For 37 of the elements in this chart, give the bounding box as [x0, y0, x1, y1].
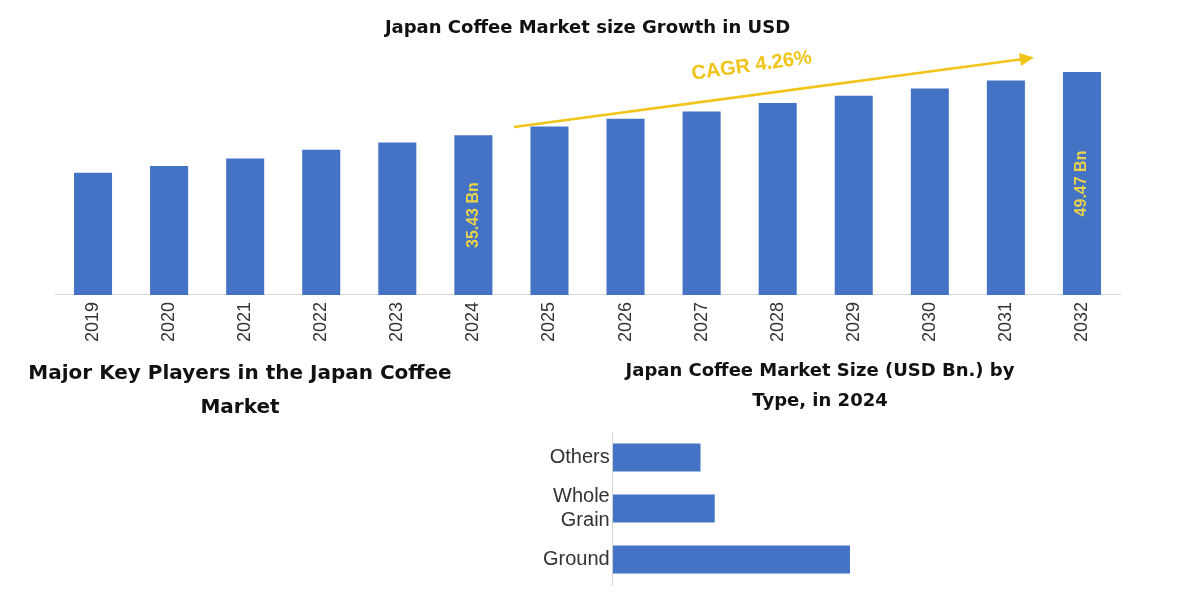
bar: [758, 102, 797, 295]
x-tick-label: 2028: [766, 301, 787, 342]
y-tick-label: Whole Grain: [553, 484, 610, 531]
chart-title: Japan Coffee Market size Growth in USD: [382, 16, 791, 38]
bar: [530, 126, 569, 295]
annotation: CAGR 4.26%: [690, 45, 814, 85]
x-tick-label: 2023: [386, 301, 407, 342]
x-tick-label: 2021: [234, 301, 255, 342]
x-tick-label: 2025: [538, 301, 559, 342]
x-tick-label: 2029: [842, 301, 863, 342]
bar: [150, 166, 189, 295]
bar: [454, 135, 493, 295]
bar: [834, 95, 873, 295]
x-tick-label: 2027: [690, 301, 711, 342]
x-tick-label: 2032: [1070, 301, 1091, 342]
y-tick-label: Others: [549, 445, 610, 468]
x-tick-label: 2022: [310, 301, 331, 342]
data-label: 49.47 Bn: [1072, 150, 1090, 217]
bar: [226, 158, 265, 295]
x-tick-label: 2024: [462, 301, 483, 342]
x-tick-label: 2020: [158, 301, 179, 342]
text: Major Key Players in the Japan Coffee Market: [27, 359, 453, 420]
bar: [606, 118, 645, 295]
x-tick-label: 2031: [994, 301, 1015, 342]
bar: [986, 80, 1025, 295]
chart-title: Japan Coffee Market Size (USD Bn.) by Type, in 2024: [623, 358, 1016, 412]
x-tick-label: 2026: [614, 301, 635, 342]
bar: [378, 142, 417, 295]
bar: [682, 111, 721, 295]
data-label: 35.43 Bn: [463, 182, 481, 249]
bar: [302, 149, 341, 295]
y-tick-label: Ground: [542, 547, 610, 570]
x-tick-label: 2030: [918, 301, 939, 342]
bar: [910, 88, 949, 295]
bar: [1062, 71, 1101, 295]
bar: [74, 172, 113, 295]
x-tick-label: 2019: [82, 301, 102, 342]
